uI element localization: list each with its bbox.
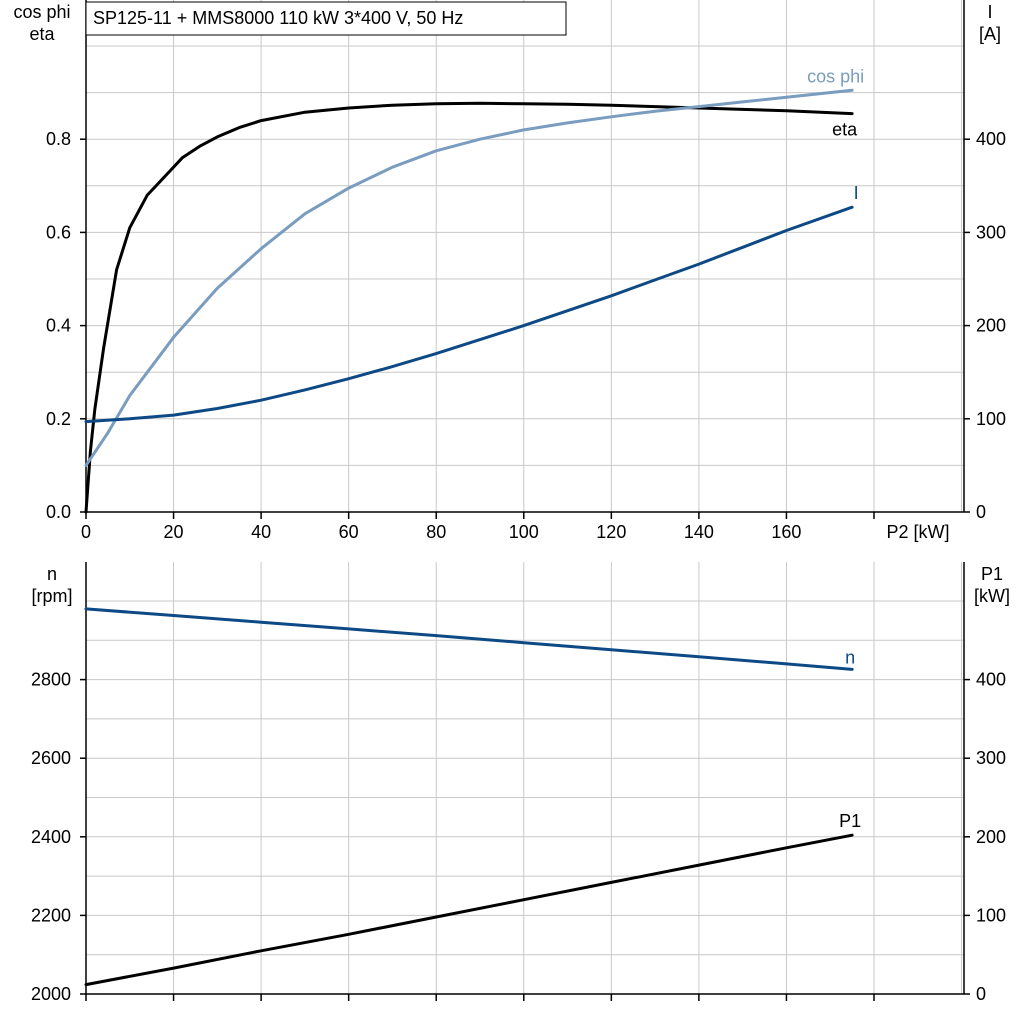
series-layer	[84, 88, 854, 987]
x-tick-label: 0	[81, 522, 91, 542]
y-tick-label-right-bottom: 200	[976, 827, 1006, 847]
y-tick-label-left-bottom: 2800	[31, 670, 71, 690]
x-tick-label: 160	[771, 522, 801, 542]
y-tick-label-right: 100	[976, 409, 1006, 429]
y-tick-label-left-bottom: 2600	[31, 748, 71, 768]
y-axis-label-left: eta	[29, 24, 55, 44]
series-line-i	[84, 205, 854, 424]
y-axis-label-left: cos phi	[13, 2, 70, 22]
x-tick-label: 80	[426, 522, 446, 542]
series-line-p1	[84, 833, 854, 987]
series-label-n: n	[845, 647, 855, 667]
x-tick-label: 60	[339, 522, 359, 542]
series-line-cos-phi	[84, 88, 854, 467]
series-label-p1: P1	[839, 811, 861, 831]
title-layer: SP125-11 + MMS8000 110 kW 3*400 V, 50 Hz	[85, 1, 567, 36]
y-axis-label-left-bottom: [rpm]	[31, 586, 72, 606]
y-tick-label-left-bottom: 2400	[31, 827, 71, 847]
y-tick-label-right-bottom: 100	[976, 905, 1006, 925]
y-axis-label-right-bottom: [kW]	[974, 586, 1010, 606]
y-tick-label-left-bottom: 2200	[31, 905, 71, 925]
y-tick-label-right-bottom: 400	[976, 670, 1006, 690]
chart-title-box	[85, 1, 567, 36]
y-tick-label-right: 300	[976, 222, 1006, 242]
x-tick-label: 40	[251, 522, 271, 542]
y-tick-label-right-bottom: 300	[976, 748, 1006, 768]
y-tick-label-right: 200	[976, 316, 1006, 336]
y-tick-label-left: 0.8	[46, 129, 71, 149]
y-axis-label-right: [A]	[979, 24, 1001, 44]
x-axis-label: P2 [kW]	[886, 522, 949, 542]
series-line-eta	[84, 101, 854, 514]
y-tick-label-left: 0.2	[46, 409, 71, 429]
grid-layer	[86, 0, 964, 994]
x-tick-label: 140	[684, 522, 714, 542]
y-tick-label-left-bottom: 2000	[31, 984, 71, 1004]
y-axis-label-right-bottom: P1	[981, 564, 1003, 584]
axes-layer	[80, 0, 970, 1001]
series-label-i: I	[854, 183, 859, 203]
series-label-eta: eta	[832, 120, 858, 140]
chart-title: SP125-11 + MMS8000 110 kW 3*400 V, 50 Hz	[93, 8, 463, 28]
y-tick-label-left: 0.6	[46, 222, 71, 242]
y-tick-label-right: 400	[976, 129, 1006, 149]
series-label-cos-phi: cos phi	[807, 66, 864, 86]
labels-layer: 0 20 40 60 80 100 120 140 160 P2 [kW] 0.0 0.2 0.4 0.6…	[13, 2, 1010, 1004]
x-tick-label: 20	[164, 522, 184, 542]
x-tick-label: 100	[509, 522, 539, 542]
y-tick-label-left: 0.4	[46, 316, 71, 336]
y-axis-label-left-bottom: n	[47, 564, 57, 584]
series-line-n	[84, 607, 854, 671]
y-tick-label-right-bottom: 0	[976, 984, 986, 1004]
y-tick-label-right: 0	[976, 502, 986, 522]
y-tick-label-left: 0.0	[46, 502, 71, 522]
x-tick-label: 120	[596, 522, 626, 542]
y-axis-label-right: I	[987, 2, 992, 22]
